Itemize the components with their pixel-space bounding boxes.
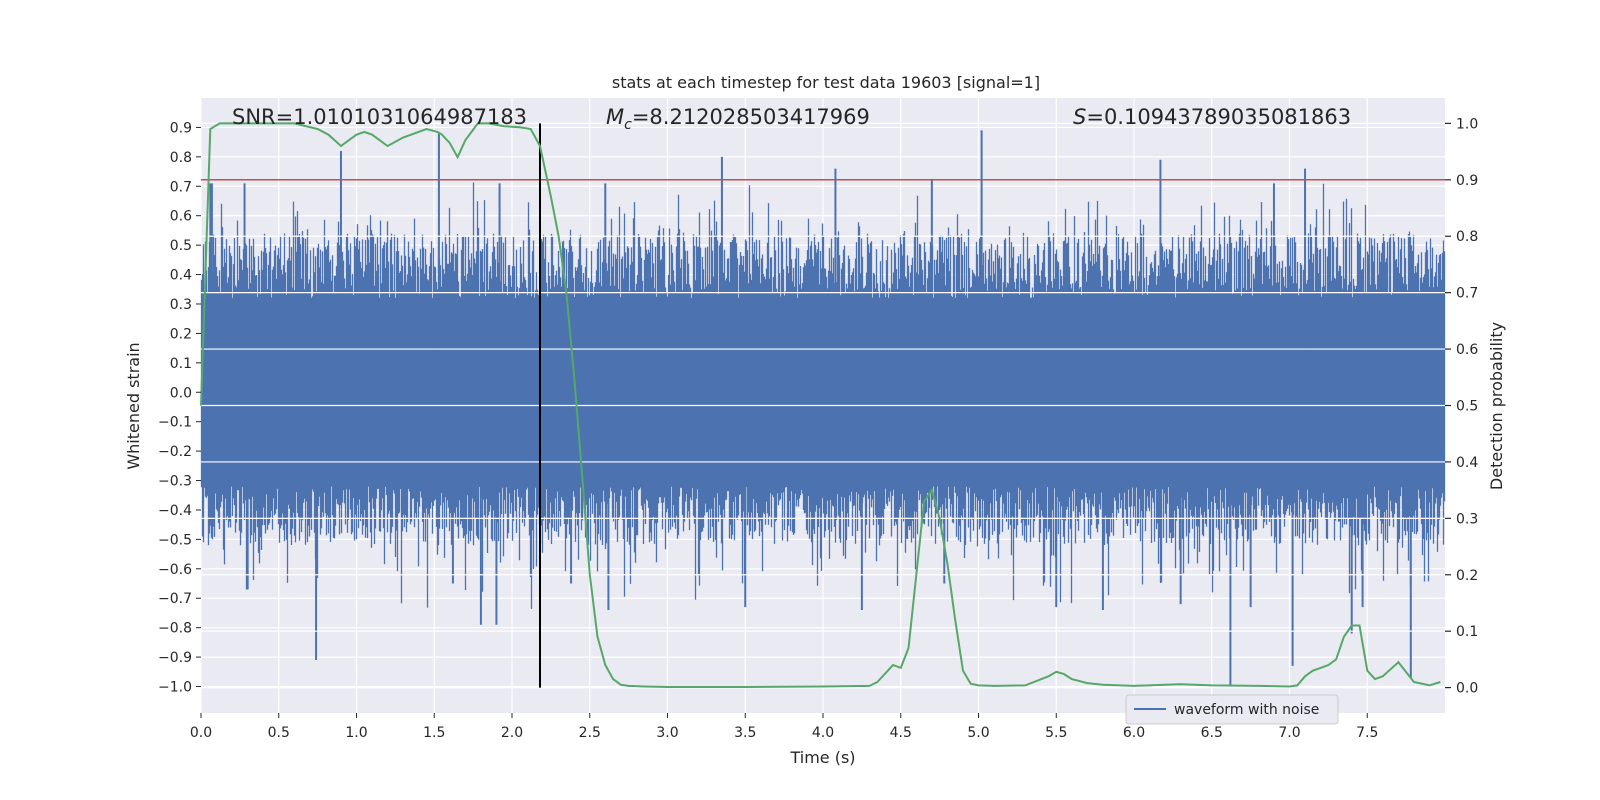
y-tick-label: −0.7 (158, 591, 192, 607)
s-value: =0.10943789035081863 (1086, 105, 1351, 129)
waveform-core (201, 298, 1445, 487)
y-tick-label: −0.2 (158, 444, 192, 460)
x-axis-label: Time (s) (789, 748, 855, 767)
y-tick-label: 0.3 (170, 297, 192, 313)
x-tick-label: 1.0 (345, 725, 367, 741)
x-tick-label: 0.0 (190, 725, 212, 741)
y-tick-label: −0.9 (158, 650, 192, 666)
y2-tick-label: 0.4 (1456, 455, 1478, 471)
chirp-mass-subscript: c (624, 117, 632, 133)
s-annotation: S=0.10943789035081863 (1073, 105, 1351, 129)
y-tick-label: −0.4 (158, 503, 192, 519)
y-tick-label: 0.5 (170, 238, 192, 254)
y2-tick-label: 0.2 (1456, 568, 1478, 584)
y-axis-ticks: 0.9 0.8 0.7 0.6 0.5 0.4 0.3 0.2 0.1 0.0 −0.1 −0.2 −0… (158, 120, 201, 696)
x-tick-label: 4.0 (812, 725, 834, 741)
s-symbol: S (1073, 105, 1086, 129)
chirp-mass-annotation: Mc=8.212028503417969 (606, 105, 870, 133)
x-tick-label: 6.0 (1123, 725, 1145, 741)
x-tick-label: 7.5 (1356, 725, 1378, 741)
x-tick-label: 0.5 (268, 725, 290, 741)
chart-title: stats at each timestep for test data 196… (612, 73, 1040, 92)
x-tick-label: 6.5 (1201, 725, 1223, 741)
y2-tick-label: 0.6 (1456, 342, 1478, 358)
y-tick-label: −0.6 (158, 562, 192, 578)
y-tick-label: 0.0 (170, 385, 192, 401)
y2-tick-label: 0.3 (1456, 511, 1478, 527)
chirp-mass-value: =8.212028503417969 (632, 105, 870, 129)
waveform-series (200, 130, 1446, 687)
y2-tick-label: 0.1 (1456, 624, 1478, 640)
x-tick-label: 3.0 (656, 725, 678, 741)
y2-tick-label: 0.5 (1456, 399, 1478, 415)
y2-tick-label: 0.0 (1456, 681, 1478, 697)
y-axis-label: Whitened strain (124, 342, 143, 469)
chirp-mass-symbol: M (606, 105, 624, 129)
secondary-y-axis-label: Detection probability (1487, 322, 1506, 490)
x-tick-label: 2.5 (579, 725, 601, 741)
y-tick-label: 0.1 (170, 356, 192, 372)
y-tick-label: −0.5 (158, 532, 192, 548)
y2-tick-label: 1.0 (1456, 116, 1478, 132)
y-tick-label: −0.8 (158, 621, 192, 637)
snr-annotation: SNR=1.0101031064987183 (232, 105, 527, 129)
y2-tick-label: 0.8 (1456, 229, 1478, 245)
y-tick-label: 0.6 (170, 209, 192, 225)
y-tick-label: 0.8 (170, 150, 192, 166)
y-tick-label: 0.4 (170, 268, 192, 284)
y-tick-label: 0.2 (170, 326, 192, 342)
y2-tick-label: 0.7 (1456, 286, 1478, 302)
x-tick-label: 3.5 (734, 725, 756, 741)
y-tick-label: 0.9 (170, 120, 192, 136)
overlay-series (200, 122, 1445, 688)
legend: waveform with noise (1125, 694, 1339, 725)
x-tick-label: 5.0 (967, 725, 989, 741)
legend-label-waveform: waveform with noise (1174, 702, 1319, 718)
x-tick-label: 4.5 (890, 725, 912, 741)
y-tick-label: −1.0 (158, 680, 192, 696)
y-tick-label: 0.7 (170, 179, 192, 195)
y2-tick-label: 0.9 (1456, 173, 1478, 189)
y-tick-label: −0.1 (158, 415, 192, 431)
x-axis-ticks: 0.0 0.5 1.0 1.5 2.0 2.5 3.0 3.5 4.0 4.5 5.0 5.5 6.0 6… (190, 713, 1378, 741)
x-tick-label: 5.5 (1045, 725, 1067, 741)
x-tick-label: 2.0 (501, 725, 523, 741)
detection-probability-line (200, 122, 1441, 688)
x-tick-label: 7.0 (1278, 725, 1300, 741)
x-tick-label: 1.5 (423, 725, 445, 741)
secondary-y-axis-ticks: 1.0 0.9 0.8 0.7 0.6 0.5 0.4 0.3 0.2 0.1 0.0 (1445, 116, 1478, 697)
legend-box (1125, 694, 1339, 725)
y-tick-label: −0.3 (158, 474, 192, 490)
